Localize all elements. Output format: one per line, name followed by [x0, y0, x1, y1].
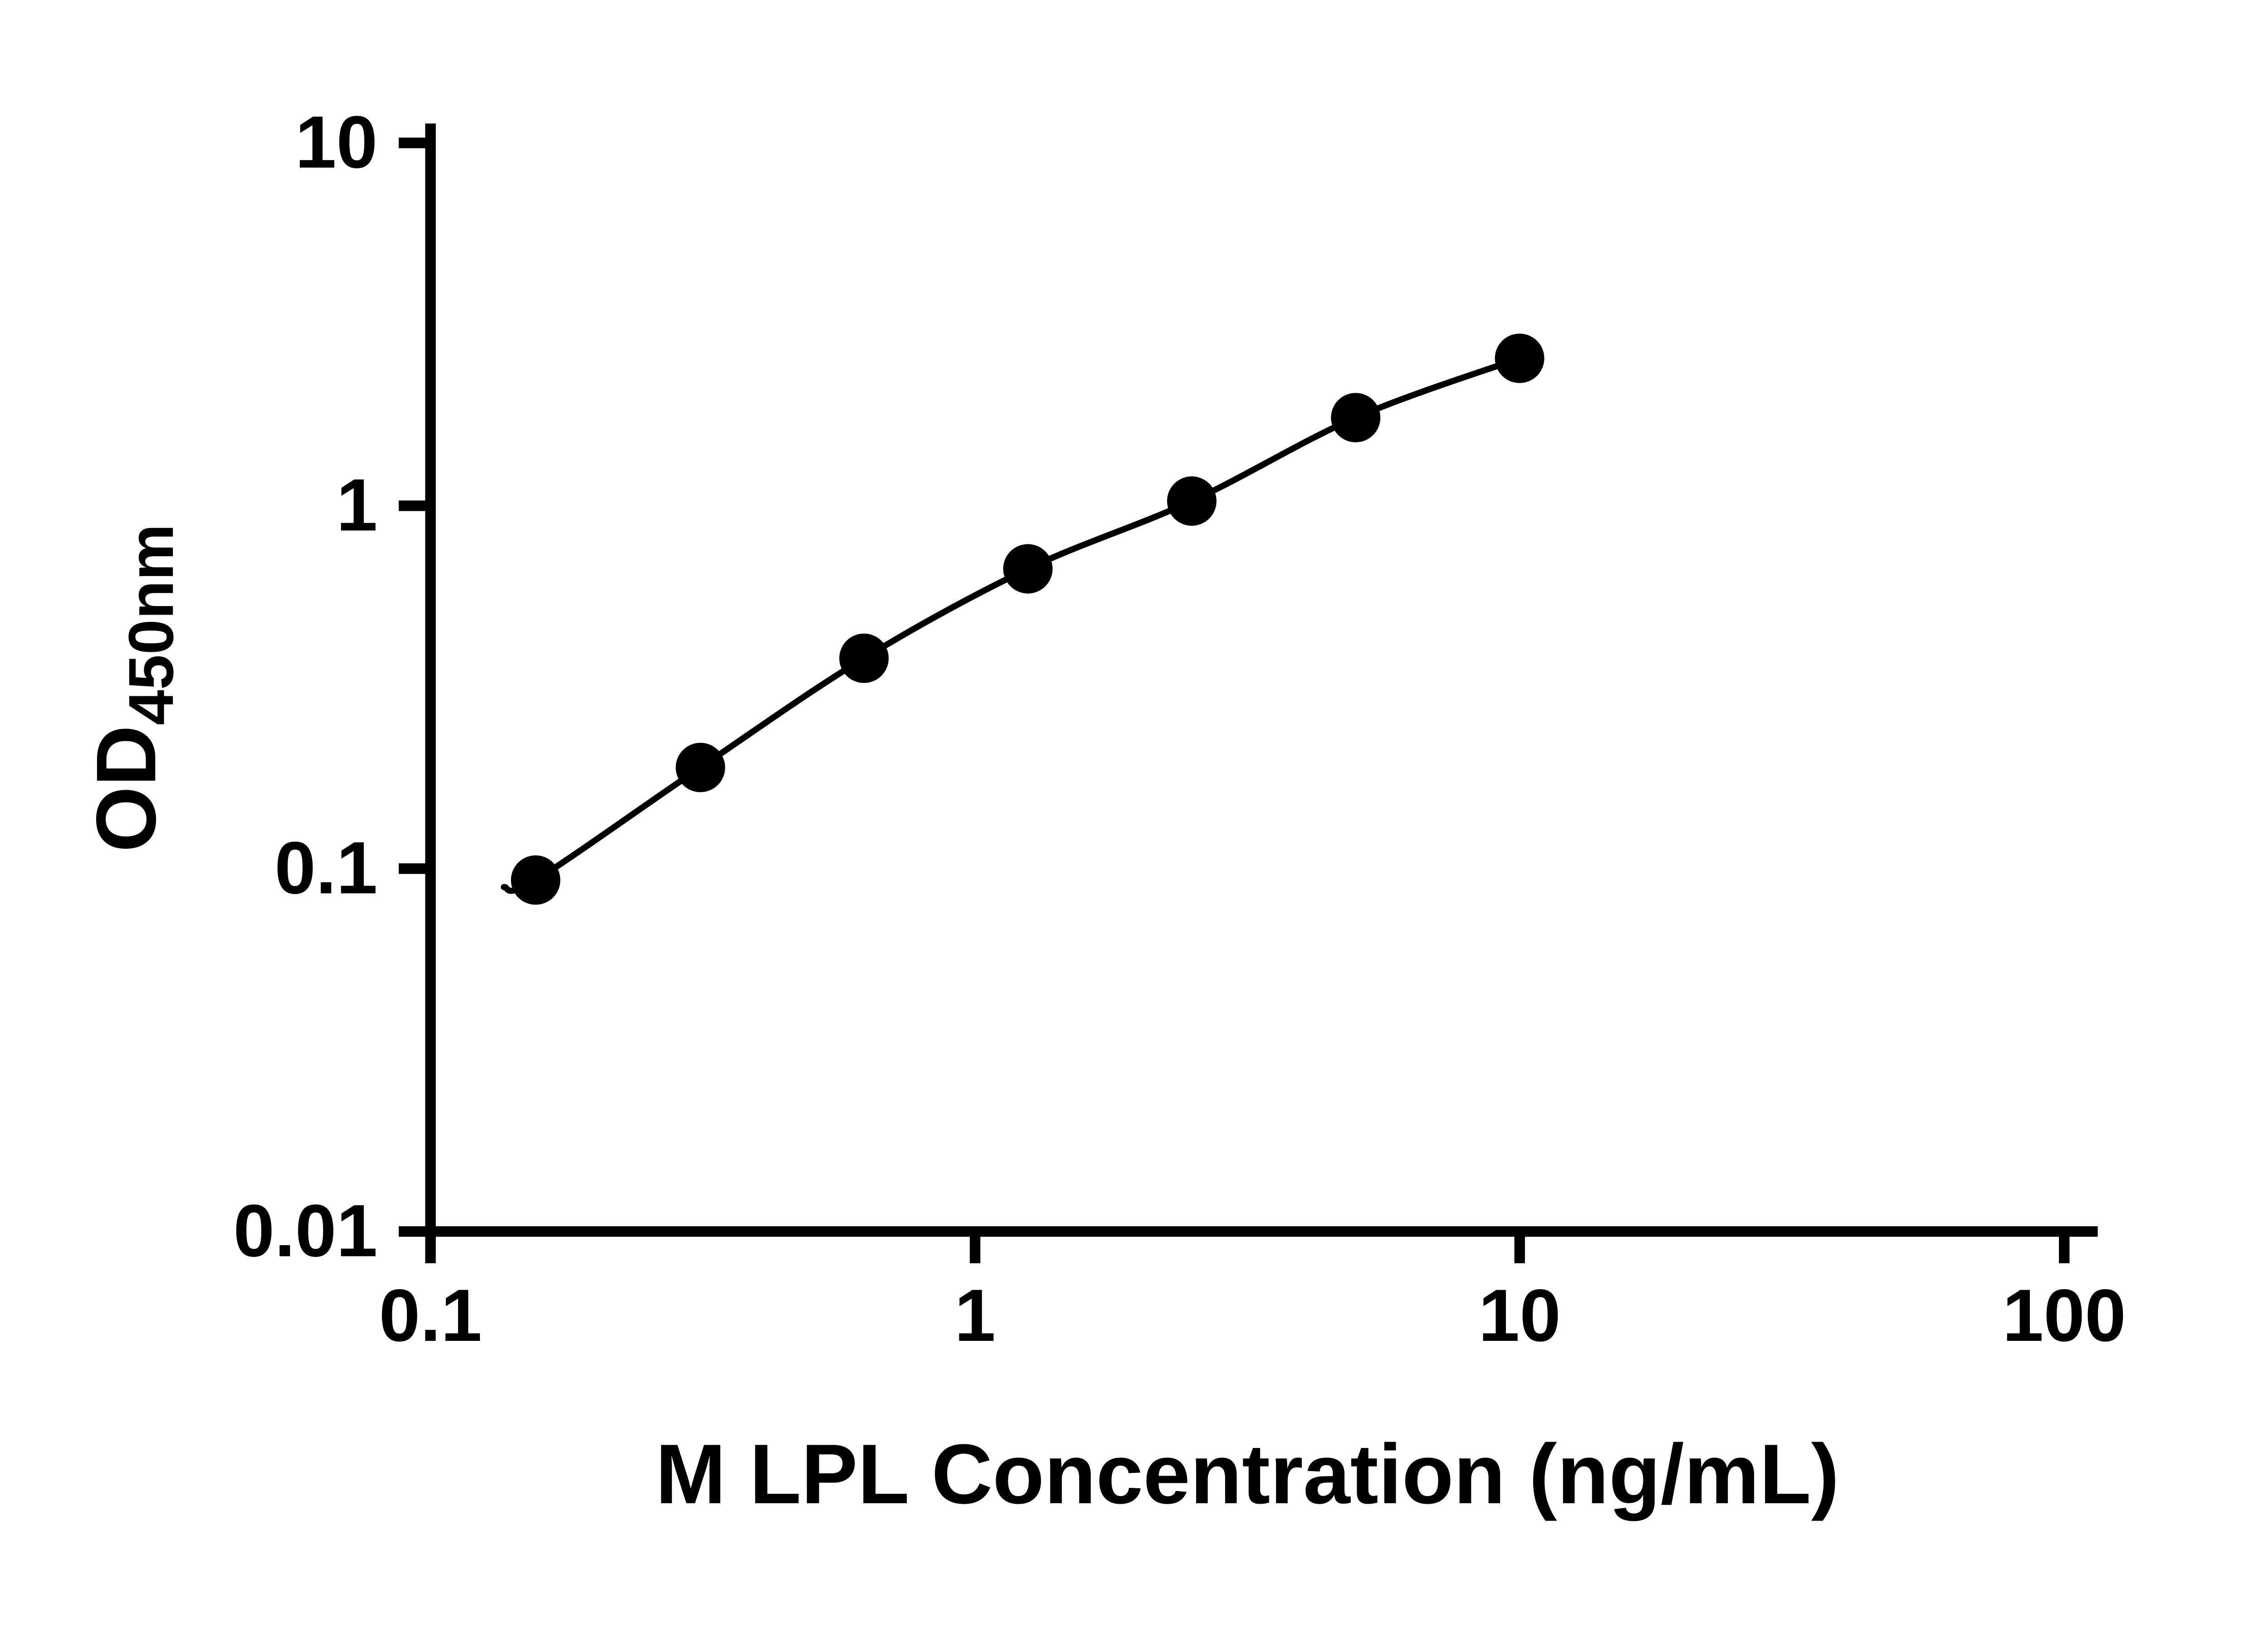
chart-canvas: M LPL Concentration (ng/mL) OD450nm 0.1 1… [78, 100, 2126, 1521]
y-axis-title-subscript: 450nm [115, 524, 186, 725]
data-point [839, 633, 889, 683]
data-point [675, 743, 725, 792]
x-axis-tick-label: 1 [954, 1274, 996, 1357]
y-axis-title-main: OD [78, 725, 173, 852]
x-axis-tick-label: 10 [1478, 1274, 1561, 1357]
data-point [1495, 333, 1545, 383]
x-axis-title: M LPL Concentration (ng/mL) [655, 1427, 1839, 1521]
elisa-standard-curve-figure: M LPL Concentration (ng/mL) OD450nm 0.1 1… [78, 100, 2126, 1521]
y-axis-tick-label: 0.1 [274, 826, 377, 909]
y-axis-tick-label: 10 [295, 101, 378, 184]
data-point [1331, 393, 1381, 443]
data-point [1167, 476, 1217, 526]
data-point [511, 855, 561, 905]
data-point [1003, 544, 1053, 594]
y-axis-tick-label: 1 [337, 463, 378, 546]
x-axis-tick-label: 0.1 [379, 1274, 482, 1357]
x-axis-tick-label: 100 [2002, 1274, 2126, 1357]
y-axis-tick-label: 0.01 [233, 1189, 377, 1272]
y-axis-title: OD450nm [78, 524, 186, 852]
